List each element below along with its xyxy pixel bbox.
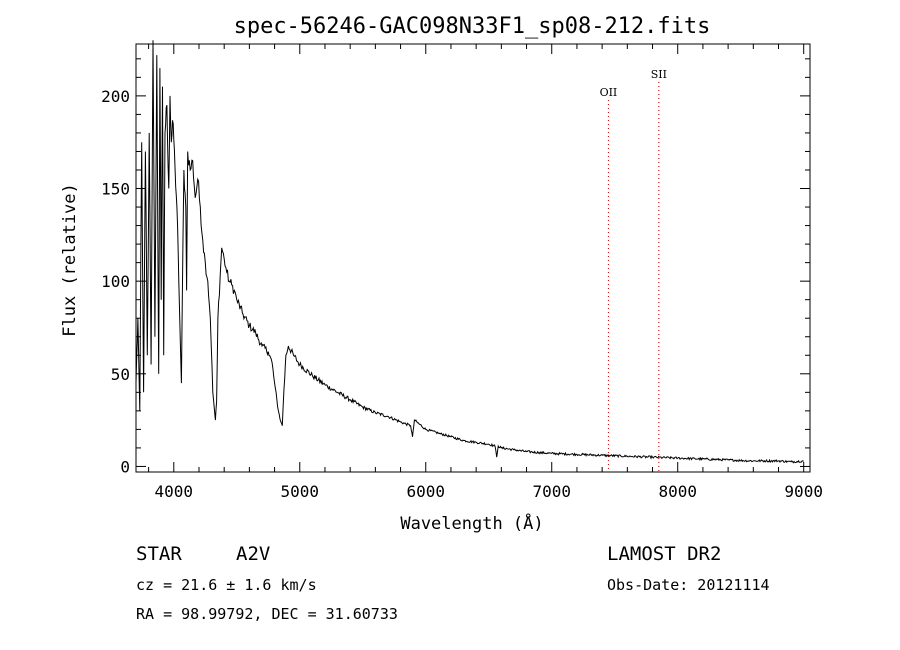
y-tick-label: 200 bbox=[101, 87, 130, 106]
emission-line-label: SII bbox=[651, 68, 667, 81]
x-tick-label: 8000 bbox=[658, 482, 697, 501]
y-tick-label: 100 bbox=[101, 272, 130, 291]
x-tick-label: 4000 bbox=[155, 482, 194, 501]
x-axis-label: Wavelength (Å) bbox=[400, 512, 543, 534]
x-tick-label: 6000 bbox=[406, 482, 445, 501]
coordinates-text: RA = 98.99792, DEC = 31.60733 bbox=[136, 605, 398, 623]
chart-title: spec-56246-GAC098N33F1_sp08-212.fits bbox=[234, 14, 711, 39]
x-tick-label: 9000 bbox=[784, 482, 823, 501]
spectrum-line bbox=[135, 40, 804, 464]
x-tick-label: 5000 bbox=[281, 482, 320, 501]
object-subclass: A2V bbox=[236, 543, 270, 565]
y-axis-label: Flux (relative) bbox=[60, 183, 80, 337]
emission-line-label: OII bbox=[600, 86, 618, 99]
redshift-text: cz = 21.6 ± 1.6 km/s bbox=[136, 576, 317, 594]
x-tick-label: 7000 bbox=[532, 482, 571, 501]
axis-ticks: 4000 5000 6000 7000 8000 9000 0 50 100 150 200 bbox=[101, 44, 823, 501]
y-tick-label: 0 bbox=[120, 457, 130, 476]
emission-lines: OII SII bbox=[600, 68, 667, 472]
observation-date: Obs-Date: 20121114 bbox=[607, 576, 770, 594]
object-type: STAR bbox=[136, 543, 182, 565]
plot-frame bbox=[135, 43, 811, 473]
y-tick-label: 150 bbox=[101, 180, 130, 199]
y-tick-label: 50 bbox=[111, 365, 130, 384]
survey-name: LAMOST DR2 bbox=[607, 543, 721, 565]
